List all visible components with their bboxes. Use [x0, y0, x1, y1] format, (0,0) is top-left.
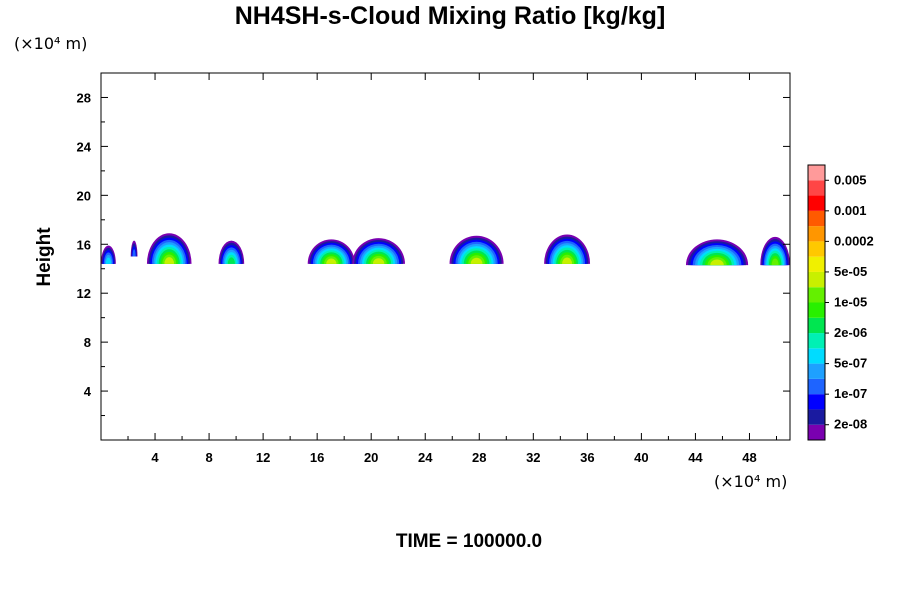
y-tick-label: 28 — [77, 90, 91, 105]
cloud-band — [710, 259, 724, 266]
colorbar-label: 1e-07 — [834, 386, 867, 401]
cloud-cell — [218, 240, 245, 264]
colorbar-label: 0.0002 — [834, 233, 874, 248]
colorbar-swatch — [808, 195, 825, 211]
x-tick-label: 24 — [418, 450, 433, 465]
cloud-band — [771, 258, 779, 266]
cloud-band — [227, 257, 235, 264]
colorbar-swatch — [808, 409, 825, 425]
colorbar-swatch — [808, 287, 825, 303]
colorbar-swatch — [808, 165, 825, 181]
cloud-cell — [307, 239, 355, 264]
cloud-cell — [101, 245, 116, 264]
cloud-band — [562, 257, 573, 264]
cloud-cell — [544, 234, 591, 264]
cloud-cell — [146, 233, 192, 264]
y-tick-label: 8 — [84, 335, 91, 350]
x-tick-label: 48 — [742, 450, 756, 465]
colorbar-label: 0.005 — [834, 172, 867, 187]
y-axis-label: Height — [34, 227, 55, 287]
x-tick-label: 32 — [526, 450, 540, 465]
colorbar-swatch — [808, 394, 825, 410]
colorbar-swatch — [808, 363, 825, 379]
cloud-cell — [685, 239, 749, 266]
colorbar-label: 2e-06 — [834, 325, 867, 340]
colorbar: 2e-08 1e-07 5e-07 2e-06 1e-05 5e-05 0.0002 0.00… — [807, 164, 874, 441]
cloud-cell — [760, 236, 790, 266]
x-tick-label: 28 — [472, 450, 486, 465]
plot-frame — [100, 72, 791, 441]
y-tick-label: 16 — [77, 237, 91, 252]
x-tick-label: 8 — [205, 450, 212, 465]
x-tick-label: 4 — [151, 450, 159, 465]
y-tick-label: 4 — [84, 384, 92, 399]
colorbar-label: 5e-05 — [834, 264, 867, 279]
chart-title: NH4SH-s-Cloud Mixing Ratio [kg/kg] — [234, 2, 666, 30]
x-tick-label: 36 — [580, 450, 594, 465]
cloud-band — [164, 257, 175, 264]
colorbar-swatch — [808, 378, 825, 395]
cloud-band — [326, 258, 337, 264]
colorbar-swatch — [808, 210, 825, 227]
cloud-cell — [352, 238, 405, 264]
cloud-layer — [101, 233, 790, 266]
colorbar-swatch — [808, 317, 825, 334]
colorbar-swatch — [808, 241, 825, 257]
x-tick-label: 16 — [310, 450, 324, 465]
cloud-band — [372, 258, 385, 264]
colorbar-swatch — [808, 226, 825, 242]
y-axis-unit: (×10⁴ m) — [14, 34, 88, 53]
y-tick-label: 20 — [77, 188, 91, 203]
cloud-cell — [449, 235, 504, 264]
cloud-band — [470, 257, 483, 264]
colorbar-swatch — [808, 348, 825, 364]
cloud-cell — [130, 240, 138, 257]
cloud-band — [105, 257, 111, 264]
colorbar-swatch — [808, 302, 825, 318]
colorbar-label: 2e-08 — [834, 417, 867, 432]
colorbar-label: 1e-05 — [834, 295, 867, 310]
colorbar-swatch — [808, 424, 825, 440]
x-tick-label: 12 — [256, 450, 270, 465]
colorbar-label: 5e-07 — [834, 356, 867, 371]
x-tick-label: 40 — [634, 450, 648, 465]
colorbar-swatch — [808, 271, 825, 288]
x-tick-label: 20 — [364, 450, 378, 465]
colorbar-label: 0.001 — [834, 203, 867, 218]
x-axis-unit: (×10⁴ m) — [714, 472, 788, 491]
plot-area — [101, 73, 790, 440]
colorbar-swatch — [808, 333, 825, 349]
cloud-band — [132, 249, 136, 257]
x-tick-label: 44 — [688, 450, 703, 465]
time-annotation: TIME = 100000.0 — [395, 531, 543, 552]
colorbar-swatch — [808, 180, 825, 196]
y-tick-label: 12 — [77, 286, 91, 301]
y-tick-label: 24 — [77, 139, 92, 154]
colorbar-swatch — [808, 256, 825, 272]
